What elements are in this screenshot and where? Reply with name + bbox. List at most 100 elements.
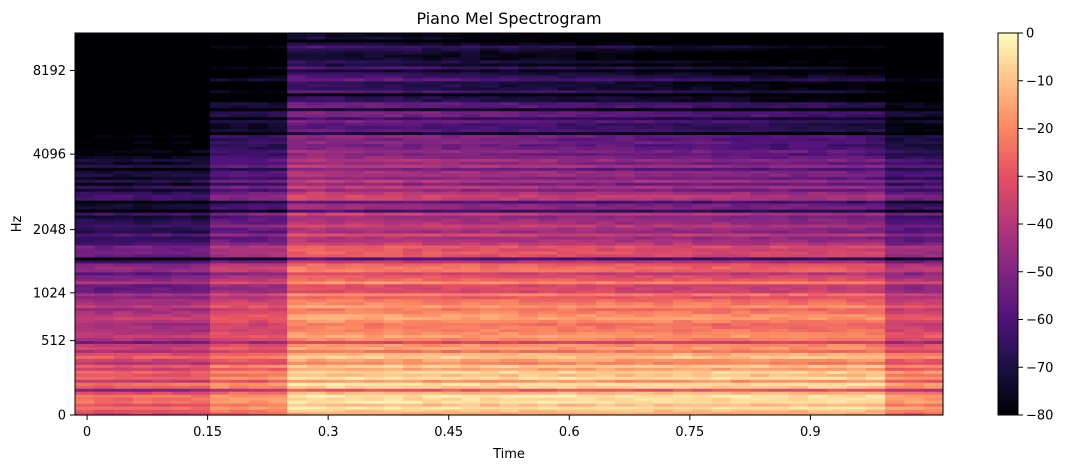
heatmap-cell	[518, 259, 539, 264]
heatmap-cell	[422, 221, 443, 225]
heatmap-cell	[113, 262, 134, 267]
heatmap-cell	[132, 235, 153, 240]
heatmap-cell	[229, 292, 250, 297]
heatmap-cell	[75, 226, 95, 231]
heatmap-cell	[595, 235, 616, 240]
heatmap-cell	[576, 35, 597, 40]
heatmap-cell	[807, 409, 828, 413]
heatmap-cell	[788, 206, 809, 210]
heatmap-cell	[499, 209, 520, 213]
heatmap-cell	[634, 113, 655, 118]
heatmap-cell	[113, 104, 134, 109]
heatmap-cell	[190, 131, 211, 136]
heatmap-cell	[595, 247, 616, 252]
heatmap-cell	[557, 364, 578, 368]
heatmap-cell	[460, 38, 481, 43]
heatmap-cell	[248, 373, 269, 377]
heatmap-cell	[480, 152, 500, 156]
heatmap-cell	[750, 104, 770, 109]
heatmap-cell	[132, 259, 153, 264]
heatmap-cell	[113, 146, 134, 150]
heatmap-cell	[711, 253, 732, 258]
heatmap-cell	[672, 44, 693, 49]
heatmap-cell	[788, 355, 809, 359]
heatmap-cell	[615, 361, 635, 365]
heatmap-cell	[383, 116, 404, 121]
heatmap-cell	[615, 391, 635, 395]
heatmap-cell	[518, 367, 539, 371]
heatmap-cell	[364, 292, 385, 297]
heatmap-cell	[402, 71, 423, 76]
heatmap-cell	[441, 358, 462, 362]
heatmap-cell	[769, 80, 790, 85]
heatmap-cell	[557, 128, 578, 133]
heatmap-cell	[595, 116, 616, 121]
heatmap-cell	[75, 33, 95, 37]
heatmap-cell	[460, 179, 481, 183]
heatmap-cell	[634, 385, 655, 389]
heatmap-cell	[287, 113, 308, 118]
heatmap-cell	[364, 164, 385, 168]
heatmap-cell	[460, 349, 481, 353]
heatmap-cell	[537, 95, 558, 100]
heatmap-cell	[730, 44, 751, 49]
heatmap-cell	[807, 194, 828, 198]
heatmap-cell	[537, 74, 558, 79]
heatmap-cell	[229, 373, 250, 377]
heatmap-cell	[422, 403, 443, 407]
heatmap-cell	[248, 268, 269, 273]
heatmap-cell	[730, 77, 751, 82]
heatmap-cell	[788, 298, 809, 303]
heatmap-cell	[557, 358, 578, 362]
heatmap-cell	[788, 337, 809, 341]
heatmap-cell	[634, 53, 655, 58]
heatmap-cell	[692, 65, 713, 70]
heatmap-cell	[210, 200, 230, 204]
heatmap-cell	[306, 244, 327, 249]
heatmap-cell	[229, 385, 250, 389]
heatmap-cell	[595, 74, 616, 79]
heatmap-cell	[499, 280, 520, 285]
heatmap-cell	[190, 277, 211, 282]
heatmap-cell	[730, 53, 751, 58]
heatmap-cell	[634, 128, 655, 133]
heatmap-cell	[422, 268, 443, 273]
heatmap-cell	[402, 271, 423, 276]
heatmap-cell	[807, 235, 828, 240]
heatmap-cell	[267, 59, 288, 64]
heatmap-cell	[557, 224, 578, 228]
heatmap-cell	[152, 301, 173, 306]
heatmap-cell	[711, 388, 732, 392]
heatmap-cell	[634, 65, 655, 70]
heatmap-cell	[94, 244, 115, 249]
heatmap-cell	[325, 292, 346, 297]
heatmap-cell	[287, 89, 308, 94]
heatmap-cell	[75, 373, 95, 377]
heatmap-cell	[132, 218, 153, 222]
heatmap-cell	[171, 361, 192, 365]
heatmap-cell	[152, 206, 173, 210]
heatmap-cell	[730, 203, 751, 207]
heatmap-cell	[94, 137, 115, 142]
heatmap-cell	[229, 38, 250, 43]
heatmap-cell	[113, 212, 134, 216]
heatmap-cell	[152, 382, 173, 386]
heatmap-cell	[807, 244, 828, 249]
heatmap-cell	[132, 224, 153, 228]
heatmap-cell	[537, 277, 558, 282]
heatmap-cell	[113, 271, 134, 276]
heatmap-cell	[711, 268, 732, 273]
heatmap-cell	[460, 313, 481, 318]
heatmap-cell	[152, 137, 173, 142]
heatmap-cell	[769, 247, 790, 252]
heatmap-cell	[383, 355, 404, 359]
heatmap-cell	[769, 170, 790, 174]
heatmap-cell	[750, 179, 770, 183]
heatmap-cell	[711, 140, 732, 145]
heatmap-cell	[460, 400, 481, 404]
heatmap-cell	[383, 80, 404, 85]
heatmap-cell	[267, 200, 288, 204]
heatmap-cell	[730, 247, 751, 252]
heatmap-cell	[152, 310, 173, 315]
heatmap-cell	[711, 131, 732, 136]
